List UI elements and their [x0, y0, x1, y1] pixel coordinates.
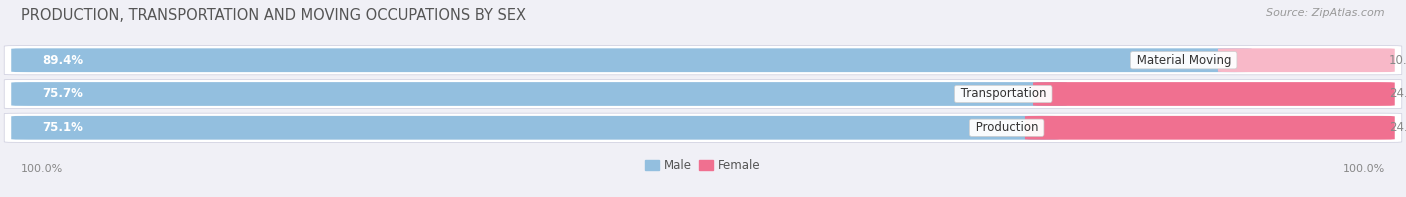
Text: 100.0%: 100.0%	[21, 164, 63, 174]
Text: 100.0%: 100.0%	[1343, 164, 1385, 174]
Text: 10.6%: 10.6%	[1389, 54, 1406, 67]
FancyBboxPatch shape	[1025, 116, 1395, 140]
Text: Material Moving: Material Moving	[1133, 54, 1234, 67]
Text: 24.3%: 24.3%	[1389, 87, 1406, 100]
FancyBboxPatch shape	[4, 46, 1402, 75]
Text: Source: ZipAtlas.com: Source: ZipAtlas.com	[1267, 8, 1385, 18]
FancyBboxPatch shape	[11, 48, 1251, 72]
FancyBboxPatch shape	[4, 113, 1402, 142]
Text: 24.9%: 24.9%	[1389, 121, 1406, 134]
Legend: Male, Female: Male, Female	[641, 154, 765, 177]
Text: 75.7%: 75.7%	[42, 87, 83, 100]
FancyBboxPatch shape	[1033, 82, 1395, 106]
FancyBboxPatch shape	[11, 116, 1059, 140]
FancyBboxPatch shape	[4, 79, 1402, 109]
Text: Production: Production	[972, 121, 1042, 134]
Text: 75.1%: 75.1%	[42, 121, 83, 134]
FancyBboxPatch shape	[1218, 48, 1395, 72]
Text: Transportation: Transportation	[956, 87, 1050, 100]
Text: 89.4%: 89.4%	[42, 54, 83, 67]
Text: PRODUCTION, TRANSPORTATION AND MOVING OCCUPATIONS BY SEX: PRODUCTION, TRANSPORTATION AND MOVING OC…	[21, 8, 526, 23]
FancyBboxPatch shape	[11, 82, 1067, 106]
